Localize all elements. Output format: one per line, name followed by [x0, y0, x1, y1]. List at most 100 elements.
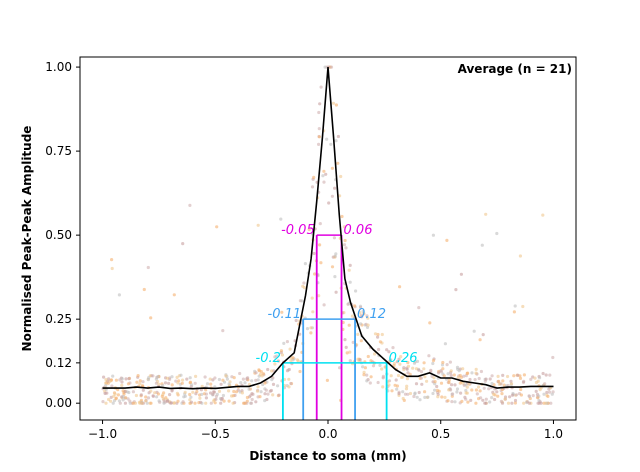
scatter-point [353, 304, 357, 308]
scatter-point [225, 377, 229, 381]
scatter-point [412, 394, 416, 399]
scatter-point [378, 363, 382, 367]
scatter-point [360, 315, 364, 319]
scatter-point [431, 233, 435, 237]
scatter-point [307, 227, 311, 232]
x-axis-ticks: −1.0 −0.5 0.0 0.5 1.0 [88, 420, 563, 441]
threshold-right-label: 0.06 [344, 223, 373, 238]
y-axis-ticks: 0.00 0.12 0.25 0.50 0.75 1.00 [45, 60, 80, 410]
scatter-point [536, 396, 540, 400]
scatter-point [222, 399, 226, 403]
scatter-point [469, 398, 473, 402]
scatter-point [390, 389, 394, 393]
scatter-point [537, 401, 541, 405]
scatter-point [232, 376, 236, 380]
scatter-point [170, 375, 174, 379]
scatter-point [194, 392, 198, 396]
scatter-point [259, 370, 263, 374]
scatter-point [348, 280, 352, 284]
scatter-point [510, 393, 515, 397]
scatter-point [188, 398, 192, 402]
scatter-point [445, 238, 449, 242]
scatter-point [200, 392, 204, 396]
scatter-point [368, 381, 372, 385]
scatter-point [179, 373, 183, 377]
scatter-point [449, 369, 453, 373]
scatter-point [305, 327, 310, 331]
scatter-point [449, 373, 453, 378]
scatter-point [270, 378, 274, 382]
scatter-point [472, 329, 476, 333]
scatter-point [435, 388, 439, 392]
scatter-point [181, 378, 185, 382]
scatter-point [514, 393, 519, 397]
scatter-point [513, 401, 518, 405]
scatter-point [168, 393, 172, 397]
scatter-point [170, 389, 174, 393]
scatter-point [549, 401, 553, 405]
scatter-point [381, 385, 385, 389]
scatter-point [452, 373, 456, 377]
scatter-point [365, 314, 369, 318]
scatter-point [350, 314, 354, 318]
scatter-point [194, 374, 198, 378]
scatter-point [470, 371, 474, 375]
scatter-point [447, 378, 451, 382]
scatter-point [546, 394, 550, 398]
scatter-point [351, 340, 355, 344]
scatter-point [406, 364, 411, 368]
scatter-point [510, 401, 514, 405]
scatter-point [212, 390, 216, 394]
scatter-point [468, 377, 472, 382]
scatter-point [484, 377, 488, 381]
scatter-point [289, 359, 293, 363]
scatter-point [405, 377, 410, 381]
scatter-point [298, 332, 302, 336]
scatter-point [217, 389, 222, 393]
scatter-point [358, 358, 362, 362]
scatter-point [481, 333, 485, 337]
scatter-point [188, 376, 192, 380]
scatter-point [534, 389, 538, 393]
scatter-point [243, 401, 247, 405]
scatter-point [348, 359, 352, 363]
scatter-point [117, 293, 121, 297]
scatter-point [111, 401, 115, 405]
scatter-point [403, 392, 408, 396]
scatter-point [380, 332, 384, 337]
scatter-point [167, 381, 171, 385]
scatter-point [230, 394, 234, 398]
scatter-point [239, 381, 243, 385]
scatter-point [398, 362, 402, 366]
scatter-point [482, 386, 486, 390]
scatter-point [301, 284, 305, 288]
scatter-point [149, 316, 153, 320]
scatter-point [174, 379, 178, 383]
scatter-point [478, 338, 482, 342]
scatter-point [366, 323, 370, 327]
scatter-point [220, 397, 224, 401]
scatter-point [266, 367, 270, 372]
x-tick-label: −0.5 [201, 427, 230, 441]
y-tick-label: 0.00 [45, 396, 72, 410]
scatter-point [402, 366, 406, 370]
scatter-point [542, 392, 546, 396]
scatter-point [149, 401, 153, 405]
scatter-point [266, 392, 270, 396]
scatter-point [435, 384, 439, 389]
scatter-point [105, 391, 109, 395]
scatter-point [411, 366, 415, 370]
scatter-point [348, 350, 352, 354]
scatter-point [155, 395, 159, 399]
scatter-point [503, 397, 507, 401]
scatter-point [165, 376, 169, 380]
scatter-point [156, 375, 160, 379]
scatter-point [389, 374, 393, 378]
scatter-point [453, 383, 457, 387]
scatter-point [209, 401, 213, 405]
scatter-point [138, 382, 142, 386]
scatter-point [343, 238, 347, 243]
scatter-point [455, 387, 460, 391]
scatter-point [127, 377, 131, 381]
scatter-point [190, 383, 194, 387]
